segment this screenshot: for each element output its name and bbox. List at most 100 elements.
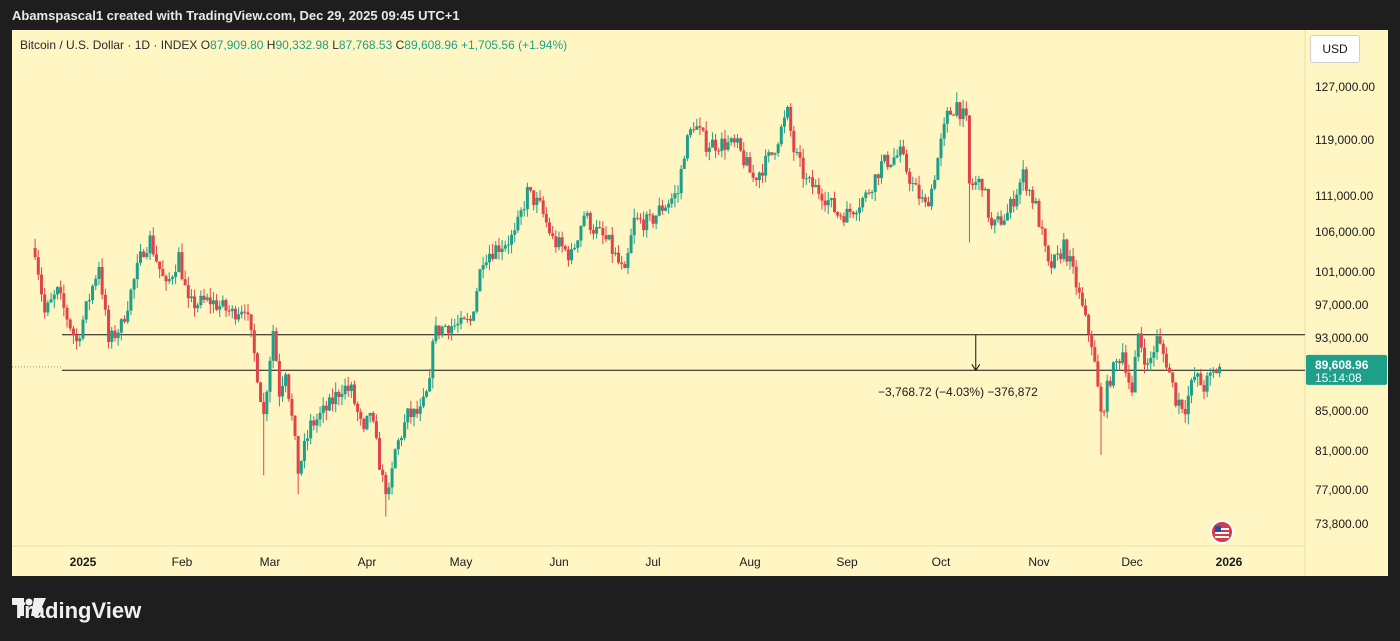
candle-body [948, 110, 952, 115]
candle-body [494, 245, 498, 259]
candle-body [434, 325, 438, 342]
candle-body [331, 397, 335, 405]
y-tick-label: 77,000.00 [1315, 483, 1369, 497]
candle-body [446, 325, 450, 334]
x-tick-label: 2025 [70, 555, 97, 569]
candle-body [817, 184, 821, 194]
candle-body [1177, 399, 1181, 406]
candle-body [302, 440, 306, 462]
candle-body [180, 252, 184, 280]
candle-body [1168, 367, 1172, 373]
candle-body [807, 177, 811, 179]
x-tick-label: Mar [260, 555, 281, 569]
candle-body [1093, 347, 1097, 362]
candle-body [412, 408, 416, 417]
last-price-countdown: 15:14:08 [1315, 371, 1362, 385]
candle-body [132, 279, 136, 290]
candle-body [1152, 352, 1156, 358]
candle-body [240, 311, 244, 315]
candle-body [343, 385, 347, 395]
candle-body [1136, 333, 1140, 357]
candle-body [252, 330, 256, 354]
low-label: L [332, 38, 339, 52]
candle-body [387, 487, 391, 495]
candle-body [403, 422, 407, 439]
candle-body [642, 219, 646, 231]
candle-body [801, 157, 805, 179]
candle-body [409, 408, 413, 417]
candle-body [873, 174, 877, 192]
candle-body [980, 178, 984, 191]
candle-body [895, 155, 899, 158]
candle-body [415, 408, 419, 414]
candle-body [481, 265, 485, 270]
candle-body [792, 130, 796, 153]
candle-body [620, 262, 624, 265]
tradingview-logo-icon [12, 598, 46, 616]
candle-body [65, 307, 69, 320]
candle-body [676, 193, 680, 195]
candle-body [635, 217, 639, 219]
candle-body [557, 237, 561, 248]
us-flag-canton [1215, 526, 1221, 532]
candle-body [786, 106, 790, 118]
candle-body [1105, 380, 1109, 412]
candle-body [789, 106, 793, 131]
candle-body [657, 205, 661, 216]
candle-body [365, 415, 369, 430]
currency-button[interactable]: USD [1310, 35, 1360, 63]
candle-body [1015, 194, 1019, 207]
candle-body [566, 249, 570, 261]
candle-body [930, 188, 934, 207]
candle-body [425, 391, 429, 397]
candle-body [174, 272, 178, 278]
candle-body [563, 246, 567, 250]
candle-body [579, 226, 583, 241]
candle-body [879, 161, 883, 179]
candle-body [1143, 347, 1147, 365]
candle-body [1130, 382, 1134, 393]
candle-body [167, 279, 171, 282]
candle-body [767, 152, 771, 156]
candle-body [839, 215, 843, 217]
candle-body [551, 233, 555, 237]
change-value: +1,705.56 (+1.94%) [461, 38, 568, 52]
candle-body [59, 287, 63, 294]
candle-body [651, 215, 655, 224]
candlestick-chart[interactable]: 127,000.00 119,000.00 111,000.00 106,000.00… [12, 30, 1388, 576]
candle-body [1031, 190, 1035, 204]
candle-body [43, 294, 47, 313]
x-tick-label: Feb [172, 555, 193, 569]
candle-body [1040, 226, 1044, 229]
candle-body [91, 285, 95, 301]
candle-body [585, 212, 589, 216]
candle-body [1053, 254, 1056, 268]
candle-body [522, 209, 526, 211]
x-tick-label: Dec [1121, 555, 1142, 569]
candle-body [327, 397, 331, 411]
candle-body [516, 216, 520, 231]
chart-frame[interactable]: 127,000.00 119,000.00 111,000.00 106,000.00… [12, 30, 1388, 576]
candle-body [901, 146, 905, 155]
candle-body [1005, 212, 1009, 221]
candle-body [1205, 375, 1209, 392]
candle-body [613, 252, 617, 254]
candle-body [1124, 352, 1128, 373]
y-tick-label: 101,000.00 [1315, 265, 1375, 279]
candle-body [500, 248, 504, 253]
candle-body [554, 236, 558, 248]
candle-body [199, 295, 203, 306]
candle-body [113, 330, 117, 339]
measure-label: −3,768.72 (−4.03%) −376,872 [878, 385, 1038, 399]
candle-body [503, 245, 507, 249]
candle-body [384, 475, 388, 495]
candle-body [667, 203, 671, 208]
candle-body [776, 144, 780, 154]
candle-body [78, 338, 82, 342]
candle-body [465, 318, 469, 320]
candle-body [883, 154, 887, 162]
candle-body [103, 294, 107, 310]
candle-body [284, 374, 288, 386]
candle-body [544, 213, 548, 223]
candle-body [249, 314, 253, 331]
